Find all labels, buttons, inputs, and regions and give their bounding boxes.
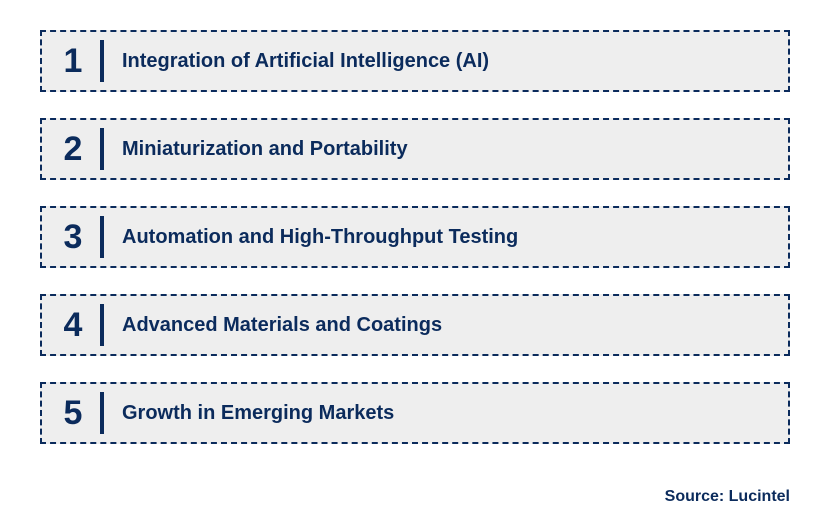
item-label: Miniaturization and Portability	[122, 138, 408, 161]
list-item: 5 Growth in Emerging Markets	[40, 382, 790, 444]
item-number: 3	[56, 218, 90, 257]
item-label: Automation and High-Throughput Testing	[122, 226, 518, 249]
source-attribution: Source: Lucintel	[665, 488, 790, 506]
item-label: Integration of Artificial Intelligence (…	[122, 50, 489, 73]
divider	[100, 216, 104, 258]
list-item: 1 Integration of Artificial Intelligence…	[40, 30, 790, 92]
item-label: Advanced Materials and Coatings	[122, 314, 442, 337]
item-number: 4	[56, 306, 90, 345]
divider	[100, 304, 104, 346]
divider	[100, 128, 104, 170]
list-item: 4 Advanced Materials and Coatings	[40, 294, 790, 356]
trends-list: 1 Integration of Artificial Intelligence…	[40, 30, 790, 444]
divider	[100, 392, 104, 434]
list-item: 2 Miniaturization and Portability	[40, 118, 790, 180]
item-label: Growth in Emerging Markets	[122, 402, 394, 425]
item-number: 5	[56, 394, 90, 433]
item-number: 1	[56, 42, 90, 81]
item-number: 2	[56, 130, 90, 169]
divider	[100, 40, 104, 82]
list-item: 3 Automation and High-Throughput Testing	[40, 206, 790, 268]
